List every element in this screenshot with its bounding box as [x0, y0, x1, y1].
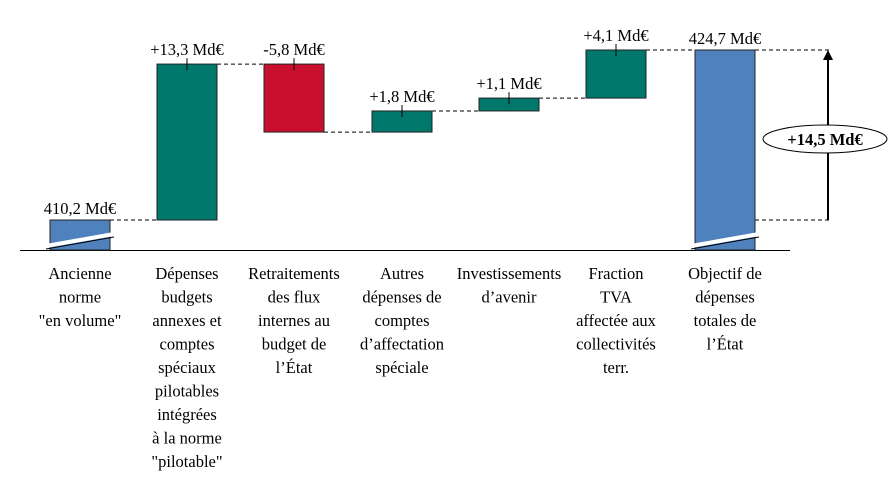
bar-fraction-tva	[585, 49, 647, 99]
axis-break-ancienne-norme	[45, 232, 115, 248]
category-label-investissements: Investissements d’avenir	[457, 264, 562, 307]
category-label-fraction-tva: Fraction TVA affectée aux collectivités terr…	[576, 264, 657, 377]
axis-break-line-objectif-total	[690, 236, 760, 250]
value-label-retraitements: -5,8 Md€	[263, 40, 324, 59]
bar-retraitements	[263, 63, 325, 133]
total-change-label: +14,5 Md€	[787, 130, 863, 149]
bar-objectif-total	[694, 49, 756, 251]
value-label-investissements: +1,1 Md€	[476, 74, 541, 93]
total-change-ellipse	[762, 124, 888, 154]
axis-break-line-ancienne-norme	[45, 236, 115, 250]
category-label-objectif-total: Objectif de dépenses totales de l’État	[688, 264, 762, 354]
category-label-autres-cas: Autres dépenses de comptes d’affectation spé…	[360, 264, 444, 377]
value-label-budgets-annexes: +13,3 Md€	[150, 40, 223, 59]
bar-budgets-annexes	[156, 63, 218, 221]
total-change-arrowhead	[823, 50, 833, 60]
axis-break-objectif-total	[690, 232, 760, 248]
category-label-ancienne-norme: Ancienne norme "en volume"	[39, 264, 122, 330]
category-label-budgets-annexes: Dépenses budgets annexes et comptes spéciaux…	[151, 264, 222, 471]
category-label-retraitements: Retraitements des flux internes au budget d…	[248, 264, 340, 377]
value-label-fraction-tva: +4,1 Md€	[583, 26, 648, 45]
value-label-ancienne-norme: 410,2 Md€	[44, 199, 116, 218]
value-label-autres-cas: +1,8 Md€	[369, 87, 434, 106]
value-label-objectif-total: 424,7 Md€	[689, 29, 761, 48]
